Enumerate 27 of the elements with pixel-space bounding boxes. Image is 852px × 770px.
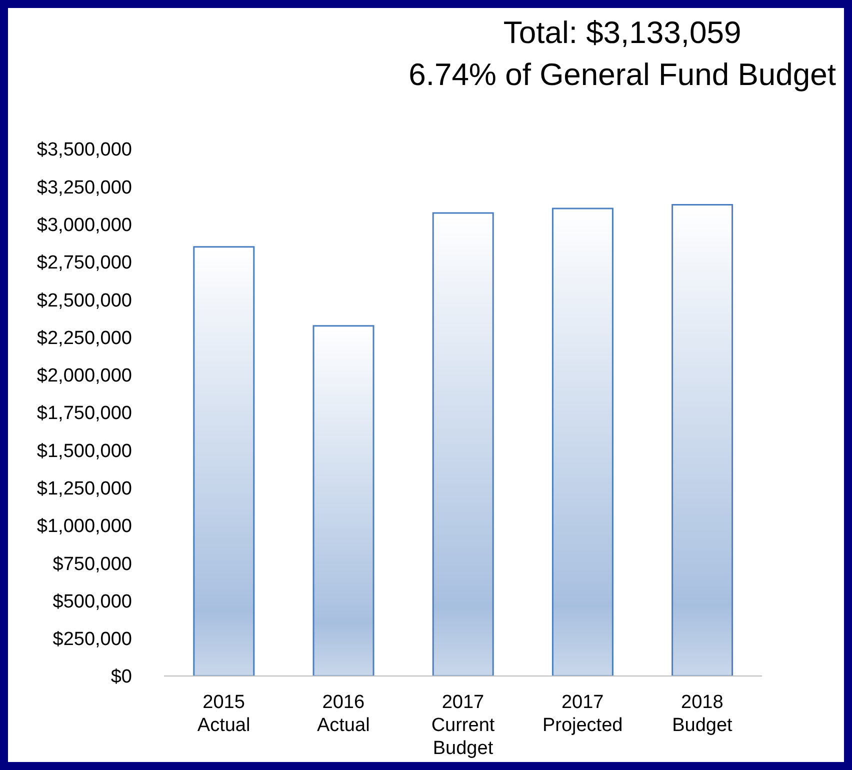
- y-tick-label: $250,000: [52, 629, 132, 650]
- y-tick-label: $2,000,000: [36, 366, 132, 387]
- x-tick-label: 2016 Actual: [316, 692, 370, 736]
- bar: [312, 325, 374, 676]
- chart-subtitle: 6.74% of General Fund Budget: [408, 56, 836, 94]
- bar: [552, 208, 614, 676]
- y-tick-label: $750,000: [52, 554, 132, 575]
- y-tick-label: $1,500,000: [36, 440, 132, 462]
- y-tick-label: $1,750,000: [36, 403, 132, 424]
- y-tick-label: $500,000: [52, 591, 132, 612]
- y-tick-label: $3,250,000: [36, 177, 132, 198]
- bar: [672, 204, 734, 676]
- chart-title: Total: $3,133,059: [502, 14, 742, 52]
- y-tick-label: $2,500,000: [36, 290, 132, 312]
- y-tick-label: $3,000,000: [36, 215, 132, 236]
- y-tick-label: $2,750,000: [36, 252, 132, 274]
- y-tick-label: $1,250,000: [36, 478, 132, 500]
- y-tick-label: $2,250,000: [36, 328, 132, 349]
- bar: [193, 246, 255, 676]
- y-tick-label: $0: [110, 666, 132, 688]
- bar: [432, 212, 494, 676]
- x-tick-label: 2015 Actual: [197, 692, 250, 736]
- y-tick-label: $3,500,000: [36, 140, 132, 161]
- x-tick-label: 2018 Budget: [672, 692, 734, 736]
- x-tick-label: 2017 Current Budget: [431, 692, 496, 759]
- x-tick-label: 2017 Projected: [542, 692, 623, 736]
- y-tick-label: $1,000,000: [36, 516, 132, 538]
